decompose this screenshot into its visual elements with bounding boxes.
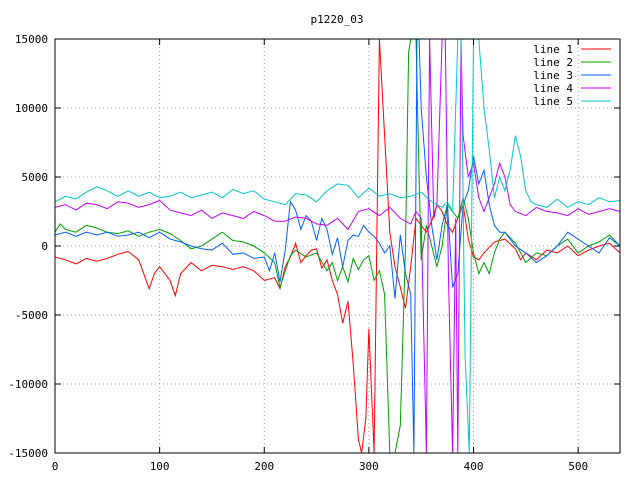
series-line-2 bbox=[55, 39, 620, 453]
y-tick-label: 0 bbox=[41, 240, 48, 253]
x-tick-label: 400 bbox=[464, 460, 484, 473]
y-axis-ticks: -15000 -10000 -5000 0 5000 10000 15000 bbox=[8, 33, 620, 460]
series-line-1 bbox=[55, 39, 620, 453]
x-axis-ticks: 0 100 200 300 400 500 bbox=[52, 39, 588, 473]
y-tick-label: 5000 bbox=[22, 171, 49, 184]
legend-label-5: line 5 bbox=[533, 95, 573, 108]
y-tick-label: -15000 bbox=[8, 447, 48, 460]
y-tick-label: 15000 bbox=[15, 33, 48, 46]
y-tick-label: 10000 bbox=[15, 102, 48, 115]
chart-title: p1220_03 bbox=[311, 13, 364, 26]
grid-lines bbox=[55, 39, 620, 453]
y-tick-label: -10000 bbox=[8, 378, 48, 391]
x-tick-label: 300 bbox=[359, 460, 379, 473]
legend-label-2: line 2 bbox=[533, 56, 573, 69]
x-tick-label: 100 bbox=[150, 460, 170, 473]
x-tick-label: 200 bbox=[254, 460, 274, 473]
series-lines bbox=[55, 39, 620, 453]
legend-label-3: line 3 bbox=[533, 69, 573, 82]
series-line-4 bbox=[55, 39, 620, 453]
x-tick-label: 0 bbox=[52, 460, 59, 473]
y-tick-label: -5000 bbox=[15, 309, 48, 322]
legend-label-4: line 4 bbox=[533, 82, 573, 95]
legend-label-1: line 1 bbox=[533, 43, 573, 56]
series-line-5 bbox=[55, 39, 620, 453]
series-line-3 bbox=[55, 39, 620, 453]
x-tick-label: 500 bbox=[568, 460, 588, 473]
